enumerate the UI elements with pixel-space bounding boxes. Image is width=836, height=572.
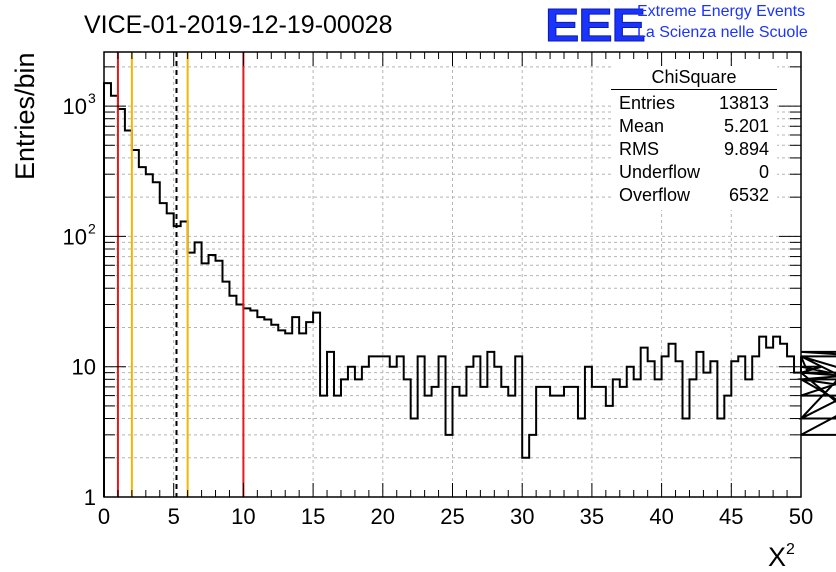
stats-value: 13813 (718, 93, 769, 113)
y-tick-label: 10 (63, 224, 87, 249)
y-tick-exponent: 2 (88, 220, 96, 236)
eee-logo: EEE (544, 0, 646, 51)
logo-subtitle-line2: La Scienza nelle Scuole (637, 24, 808, 41)
x-tick-label: 35 (580, 504, 604, 529)
y-tick-label: 10 (63, 94, 87, 119)
x-axis-label: X2 (768, 541, 795, 572)
x-tick-label: 15 (301, 504, 325, 529)
x-tick-label: 20 (371, 504, 395, 529)
x-tick-label: 0 (98, 504, 110, 529)
x-tick-label: 30 (510, 504, 534, 529)
y-axis-label: Entries/bin (10, 52, 40, 180)
stats-value: 6532 (728, 185, 769, 205)
stats-value: 0 (758, 162, 769, 182)
stats-box: ChiSquare Entries 13813 Mean 5.201 RMS 9… (611, 66, 777, 210)
stats-key: Mean (619, 116, 665, 136)
y-tick-label: 1 (84, 485, 96, 510)
stats-row-mean: Mean 5.201 (619, 115, 769, 138)
stats-value: 5.201 (723, 116, 769, 136)
stats-key: Overflow (619, 185, 691, 205)
y-tick-label: 10 (72, 355, 96, 380)
stats-key: Entries (619, 93, 676, 113)
stats-row-overflow: Overflow 6532 (619, 184, 769, 207)
x-axis-label-base: X (768, 542, 786, 572)
chart-title: VICE-01-2019-12-19-00028 (84, 11, 393, 39)
x-tick-label: 50 (789, 504, 813, 529)
x-axis-label-superscript: 2 (786, 541, 795, 558)
stats-key: RMS (619, 139, 659, 159)
stats-divider (611, 89, 777, 90)
x-tick-label: 45 (719, 504, 743, 529)
stats-row-underflow: Underflow 0 (619, 161, 769, 184)
grid (104, 52, 801, 497)
stats-row-entries: Entries 13813 (619, 92, 769, 115)
stats-value: 9.894 (723, 139, 769, 159)
stats-title: ChiSquare (651, 67, 737, 87)
stats-row-rms: RMS 9.894 (619, 138, 769, 161)
marker-lines (116, 52, 245, 497)
x-tick-label: 25 (440, 504, 464, 529)
logo-subtitle-line1: Extreme Energy Events (637, 3, 806, 20)
stats-key: Underflow (619, 162, 701, 182)
y-tick-exponent: 3 (88, 90, 96, 106)
x-tick-label: 40 (649, 504, 673, 529)
x-tick-label: 10 (231, 504, 255, 529)
x-tick-label: 5 (168, 504, 180, 529)
